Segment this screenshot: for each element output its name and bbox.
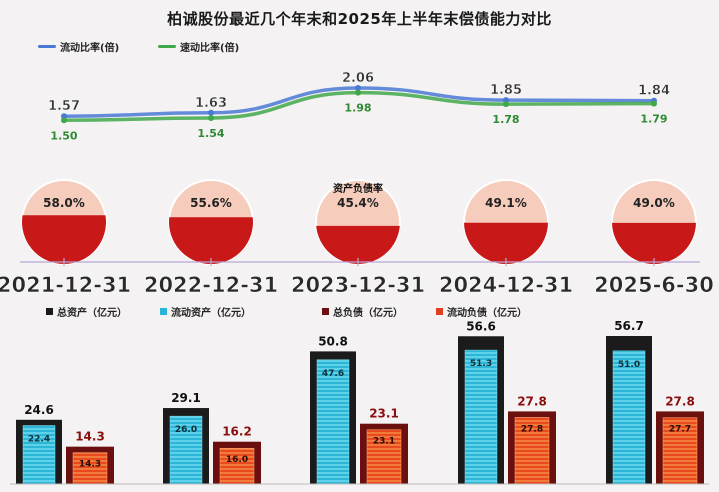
ratio-value-label-2: 55.6% (190, 196, 232, 210)
label-current-liab-2: 16.0 (226, 455, 248, 465)
legend-current-liab-swatch (436, 308, 443, 315)
legend-total-assets-swatch (46, 308, 53, 315)
label-current-liab-3: 23.1 (373, 437, 395, 447)
legend-current-liab: 流动负债（亿元） (436, 304, 527, 319)
ratio-series-label: 资产负债率 (333, 182, 383, 195)
label-current-assets-5: 51.0 (618, 360, 640, 370)
date-label-1: 2021-12-31 (0, 273, 131, 297)
ratio-fill-2 (169, 217, 253, 264)
line-label-s2-3: 1.98 (344, 102, 371, 115)
label-total-liab-4: 27.8 (517, 394, 547, 408)
legend-current-ratio-swatch (38, 45, 56, 48)
line-point-s2-1 (61, 117, 67, 124)
bar-current-assets-4 (464, 349, 498, 485)
line-label-s2-4: 1.78 (492, 113, 519, 126)
label-current-assets-2: 26.0 (175, 425, 197, 435)
legend-total-assets-label: 总资产（亿元） (57, 308, 127, 319)
label-total-assets-3: 50.8 (318, 334, 348, 348)
line-point-s2-3 (355, 89, 361, 96)
bar-current-liab-1 (72, 452, 108, 485)
legend-quick-ratio-label: 速动比率(倍) (180, 43, 240, 54)
label-total-liab-5: 27.8 (665, 394, 695, 408)
label-current-assets-3: 47.6 (322, 369, 344, 379)
legend-current-liab-label: 流动负债（亿元） (447, 308, 527, 319)
ratio-fill-3 (316, 225, 400, 264)
bar-current-liab-3 (366, 429, 402, 485)
legend-current-ratio: 流动比率(倍) (38, 39, 119, 54)
bar-current-assets-3 (316, 359, 350, 485)
line-label-s2-1: 1.50 (50, 129, 77, 142)
line-point-s2-2 (208, 114, 214, 121)
legend-quick-ratio: 速动比率(倍) (158, 39, 239, 54)
line-point-s1-3 (355, 85, 361, 92)
bar-current-liab-2 (219, 447, 255, 485)
chart-title: 柏诚股份最近几个年末和2025年上半年末偿债能力对比 (167, 10, 552, 28)
label-total-assets-1: 24.6 (24, 403, 54, 417)
label-current-assets-4: 51.3 (470, 359, 492, 369)
bar-current-assets-5 (612, 350, 646, 485)
line-label-s1-3: 2.06 (342, 71, 374, 86)
label-total-liab-1: 14.3 (75, 430, 105, 444)
legend-current-assets-swatch (160, 308, 167, 315)
label-current-liab-1: 14.3 (79, 460, 101, 470)
label-total-liab-2: 16.2 (222, 425, 252, 439)
line-label-s1-5: 1.84 (638, 84, 670, 99)
bar-current-liab-4 (514, 417, 550, 485)
legend-total-assets: 总资产（亿元） (46, 304, 127, 319)
label-total-assets-5: 56.7 (614, 319, 644, 333)
ratio-fill-5 (612, 222, 696, 264)
line-label-s1-1: 1.57 (48, 99, 80, 114)
ratio-value-label-5: 49.0% (633, 196, 675, 210)
line-point-s2-5 (651, 100, 657, 107)
date-label-5: 2025-6-30 (594, 273, 714, 297)
bar-current-assets-2 (169, 415, 203, 485)
legend-current-ratio-label: 流动比率(倍) (60, 43, 120, 54)
date-label-3: 2023-12-31 (291, 273, 425, 297)
date-label-4: 2024-12-31 (439, 273, 573, 297)
legend-current-assets: 流动资产（亿元） (160, 304, 251, 319)
legend-quick-ratio-swatch (158, 45, 176, 48)
ratio-value-label-3: 45.4% (337, 196, 379, 210)
ratio-value-label-4: 49.1% (485, 196, 527, 210)
label-current-liab-4: 27.8 (521, 424, 543, 434)
ratio-value-label-1: 58.0% (43, 196, 85, 210)
line-point-s2-4 (503, 101, 509, 108)
label-current-assets-1: 22.4 (28, 435, 50, 445)
label-total-liab-3: 23.1 (369, 407, 399, 421)
ratio-fill-1 (22, 215, 107, 264)
ratio-fill-4 (464, 222, 548, 265)
legend-total-liab: 总负债（亿元） (322, 304, 403, 319)
line-label-s2-2: 1.54 (197, 127, 224, 140)
line-label-s1-4: 1.85 (490, 83, 522, 98)
line-label-s2-5: 1.79 (640, 113, 667, 126)
bar-current-liab-5 (662, 417, 698, 485)
legend-current-assets-label: 流动资产（亿元） (171, 308, 251, 319)
label-current-liab-5: 27.7 (669, 425, 691, 435)
label-total-assets-2: 29.1 (171, 391, 201, 405)
legend-total-liab-label: 总负债（亿元） (333, 308, 403, 319)
line-point-s1-2 (208, 109, 214, 116)
legend-total-liab-swatch (322, 308, 329, 315)
date-label-2: 2022-12-31 (144, 273, 278, 297)
line-label-s1-2: 1.63 (195, 96, 227, 111)
label-total-assets-4: 56.6 (466, 319, 496, 333)
